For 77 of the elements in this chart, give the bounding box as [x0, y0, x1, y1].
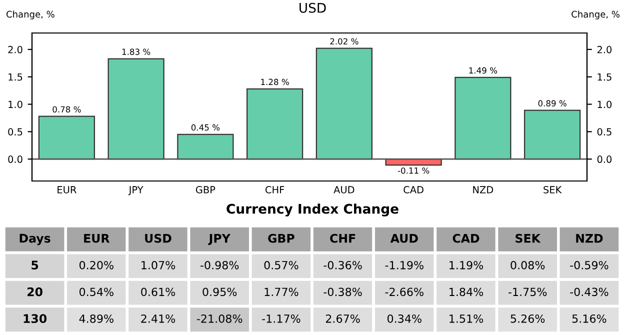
- y-tick-label: 130: [24, 314, 47, 324]
- y-axis-title: Change, %: [6, 10, 54, 20]
- bar: [316, 48, 372, 160]
- bar: [454, 76, 512, 160]
- data-label: 2.41%: [141, 314, 176, 323]
- y-tick-label: 0.0: [8, 156, 22, 163]
- x-tick-label: NZD: [576, 234, 603, 243]
- x-tick-label: EUR: [58, 186, 76, 194]
- data-label: -1.75%: [508, 288, 547, 296]
- data-label: 1.49 %: [469, 67, 498, 74]
- x-tick-label: GBP: [268, 234, 294, 243]
- x-tick-label: JPY: [128, 186, 144, 196]
- bar: [246, 88, 304, 160]
- bar: [524, 110, 581, 160]
- x-tick-label: CAD: [404, 186, 424, 194]
- data-label: 5.26%: [510, 314, 545, 323]
- y-tick-label: 1.5: [8, 73, 22, 81]
- data-label: 2.67%: [326, 314, 360, 323]
- x-tick-label: USD: [145, 234, 172, 243]
- y2-tick-label: 0.0: [597, 156, 612, 163]
- data-label: -2.66%: [385, 288, 424, 296]
- x-tick-label: EUR: [84, 234, 110, 243]
- data-label: -0.11 %: [398, 167, 430, 174]
- data-label: 1.51%: [450, 314, 484, 323]
- x-tick-label: SEK: [516, 234, 541, 243]
- data-label: 4.89%: [79, 314, 114, 323]
- data-label: -0.59%: [570, 260, 608, 270]
- y2-tick-label: 1.5: [598, 73, 612, 81]
- data-label: 0.20%: [79, 260, 114, 270]
- data-label: 0.61%: [141, 288, 176, 296]
- x-tick-label: SEK: [544, 186, 562, 194]
- bar: [38, 116, 95, 160]
- data-label: -0.43%: [570, 288, 608, 296]
- data-label: 0.57%: [264, 260, 298, 270]
- data-label: 1.07%: [142, 260, 176, 270]
- data-label: -0.98%: [200, 260, 239, 270]
- y2-tick-label: 1.0: [598, 100, 612, 108]
- x-tick-label: CHF: [330, 234, 356, 243]
- y2-tick-label: 2.0: [597, 46, 612, 54]
- bar: [177, 134, 234, 160]
- data-label: 0.89 %: [538, 100, 566, 106]
- data-label: 1.84%: [450, 288, 484, 296]
- data-label: -0.36%: [324, 260, 362, 270]
- x-tick-label: NZD: [473, 186, 494, 194]
- data-label: 2.02 %: [330, 38, 358, 45]
- bar: [108, 58, 164, 160]
- data-label: 1.28 %: [261, 78, 289, 86]
- x-tick-label: GBP: [196, 186, 216, 194]
- x-tick-label: JPY: [208, 234, 231, 245]
- y-tick-label: 2.0: [8, 46, 22, 54]
- data-label: -1.17%: [262, 314, 300, 323]
- x-tick-label: AUD: [390, 234, 418, 243]
- data-label: 1.19%: [450, 260, 484, 270]
- x-tick-label: CAD: [452, 234, 480, 243]
- data-label: 5.16%: [572, 314, 606, 323]
- y2-tick-label: 0.5: [597, 128, 612, 136]
- data-label: 0.45 %: [191, 124, 220, 131]
- data-label: 0.08%: [510, 260, 545, 270]
- y-axis-title: Days: [20, 234, 50, 246]
- y-tick-label: 20: [28, 287, 42, 296]
- y-tick-label: 1.0: [8, 100, 22, 108]
- data-label: 0.34%: [387, 314, 422, 323]
- data-label: 1.83 %: [122, 48, 150, 55]
- data-label: 0.54%: [79, 288, 114, 296]
- data-label: 1.77%: [264, 288, 298, 296]
- data-label: 0.78 %: [52, 106, 81, 113]
- x-tick-label: CHF: [266, 186, 284, 194]
- data-label: -1.19%: [385, 260, 424, 270]
- y2-axis-title: Change, %: [572, 10, 620, 20]
- data-label: -21.08%: [196, 314, 242, 323]
- data-label: 0.95%: [202, 288, 237, 296]
- y-tick-label: 5: [32, 260, 38, 270]
- chart-title: Currency Index Change: [226, 204, 398, 216]
- chart-title: USD: [300, 2, 326, 13]
- x-tick-label: AUD: [334, 186, 354, 194]
- data-label: -0.38%: [324, 288, 362, 296]
- y-tick-label: 0.5: [8, 128, 22, 136]
